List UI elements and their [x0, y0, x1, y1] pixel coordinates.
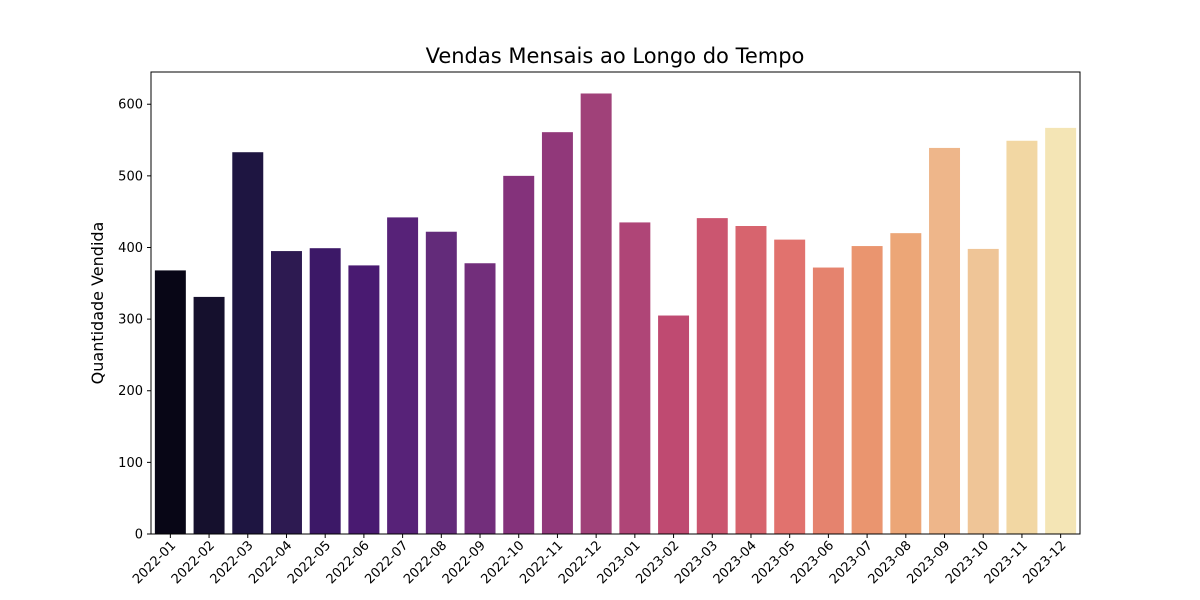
y-axis: 0 100 200 300 400 500 600	[118, 98, 151, 543]
bar-2022-06	[348, 265, 380, 534]
bar-2022-12	[580, 93, 612, 535]
bar-2023-01	[619, 222, 651, 535]
bar-2023-12	[1045, 127, 1077, 535]
bar-2023-07	[851, 246, 883, 534]
bar-2022-03	[232, 152, 264, 534]
bar-2022-05	[309, 248, 341, 534]
chart-title: Vendas Mensais ao Longo do Tempo	[426, 44, 805, 68]
bar-2022-09	[464, 263, 496, 534]
bar-2023-10	[967, 248, 999, 535]
x-axis: 2022-012022-022022-032022-042022-052022-…	[130, 534, 1069, 587]
x-tick-label-2023-12: 2023-12	[1020, 538, 1069, 587]
bar-2022-11	[541, 132, 573, 535]
y-tick-label: 100	[118, 456, 143, 471]
y-tick-label: 0	[135, 528, 143, 543]
y-axis-title: Quantidade Vendida	[88, 222, 107, 385]
plot-frame	[150, 71, 1081, 535]
bar-2022-01	[154, 270, 186, 534]
bar-2023-11	[1006, 140, 1038, 534]
y-tick-label: 300	[118, 313, 143, 328]
bar-2023-03	[696, 218, 728, 534]
bar-2022-08	[425, 231, 457, 535]
bar-2022-02	[193, 296, 225, 534]
bar-2023-09	[929, 147, 961, 534]
bar-2023-05	[774, 239, 806, 535]
y-tick-label: 200	[118, 384, 143, 399]
bar-2023-06	[812, 267, 844, 534]
y-tick-label: 400	[118, 241, 143, 256]
y-tick-label: 600	[118, 98, 143, 113]
bar-2022-04	[271, 251, 302, 534]
y-tick-label: 500	[118, 169, 143, 184]
bars-group	[154, 93, 1077, 535]
bar-2023-04	[735, 226, 767, 534]
bar-2022-10	[503, 175, 535, 535]
bar-2023-02	[658, 315, 690, 534]
bar-2023-08	[890, 233, 922, 534]
bar-2022-07	[387, 217, 419, 534]
